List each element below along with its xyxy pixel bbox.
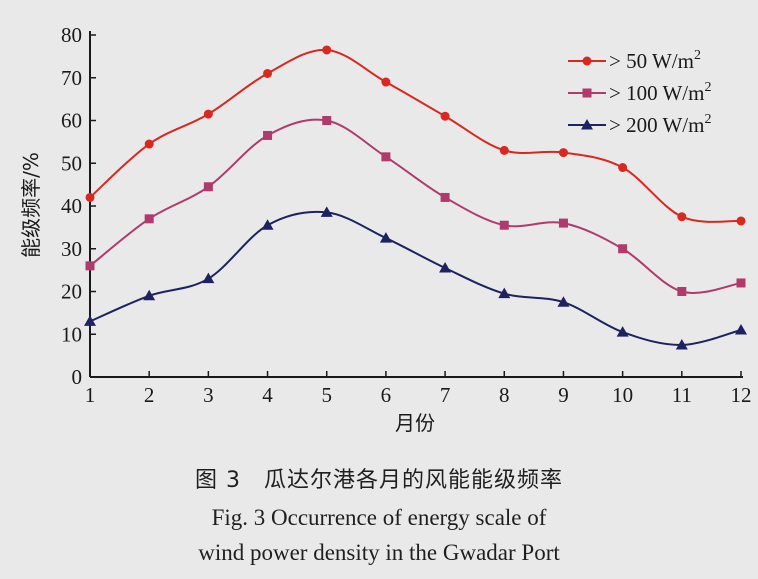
data-point [440,111,450,121]
data-point [261,219,274,230]
y-tick-label: 20 [61,280,82,304]
legend-label-text: > 50 W/m [609,49,694,73]
legend-label: > 200 W/m2 [609,112,711,137]
legend-swatch-marker [582,88,592,98]
x-tick-label: 8 [499,383,510,407]
data-point [440,192,450,202]
data-point [736,278,746,288]
series-1 [85,45,746,226]
data-point [439,261,452,273]
data-point [499,145,509,155]
data-point [203,109,213,119]
y-tick-label: 50 [61,151,82,175]
y-tick-label: 70 [61,66,82,90]
data-point [618,163,628,173]
legend-label-text: > 200 W/m [609,113,704,137]
data-point [84,315,96,326]
data-point [736,216,746,226]
data-point [85,192,95,202]
data-point [381,152,391,162]
x-tick-label: 3 [203,383,214,407]
legend-label: > 50 W/m2 [609,48,701,73]
data-point [735,323,747,335]
data-point [499,220,509,230]
x-tick-label: 5 [321,383,332,407]
legend-label-superscript: 2 [704,112,711,127]
legend-label-superscript: 2 [694,48,701,63]
legend-label: > 100 W/m2 [609,80,711,105]
x-tick-label: 11 [672,383,692,407]
series-line [89,210,742,346]
caption-chinese: 图 3 瓜达尔港各月的风能能级频率 [195,468,563,493]
y-tick-label: 80 [61,23,82,47]
x-tick-label: 1 [85,383,96,407]
data-point [203,182,213,192]
data-point [320,206,333,217]
legend-label-superscript: 2 [704,80,711,95]
y-tick-label: 60 [61,109,82,133]
x-tick-label: 6 [381,383,392,407]
x-tick-label: 10 [612,383,633,407]
legend-swatch-marker [581,119,593,130]
y-tick-label: 40 [61,194,82,218]
data-point [322,116,332,125]
data-point [618,244,628,254]
series-line [89,118,742,294]
x-tick-label: 9 [558,383,569,407]
data-point [144,214,154,224]
data-point [677,287,687,296]
data-point [558,148,568,158]
data-point [498,287,511,299]
caption-english-line2: wind power density in the Gwadar Port [198,540,560,565]
data-point [557,296,570,307]
data-point [616,326,629,337]
legend: > 50 W/m2> 100 W/m2> 200 W/m2 [568,48,711,137]
y-tick-label: 30 [61,237,82,261]
legend-swatch-marker [582,56,592,66]
x-tick-label: 2 [144,383,155,407]
data-point [263,130,273,140]
legend-entry-1: > 50 W/m2 [568,48,701,73]
x-tick-label: 4 [262,383,273,407]
x-axis-label: 月份 [395,411,435,435]
data-point [677,212,687,222]
series-layer [84,45,747,350]
y-tick-label: 0 [72,365,83,389]
data-point [379,232,392,243]
data-point [322,45,332,55]
data-point [558,218,568,228]
data-point [143,289,156,301]
series-2 [85,116,746,296]
data-point [144,139,154,149]
data-point [675,338,688,350]
y-tick-label: 10 [61,322,82,346]
legend-label-text: > 100 W/m [609,81,704,105]
legend-entry-3: > 200 W/m2 [568,112,711,137]
data-point [263,68,273,78]
x-tick-label: 7 [440,383,451,407]
y-axis-label: 能级频率/% [19,152,43,258]
data-point [85,261,95,271]
series-3 [84,206,747,350]
x-tick-label: 12 [731,383,752,407]
data-point [202,272,215,284]
caption-english-line1: Fig. 3 Occurrence of energy scale of [211,505,547,530]
legend-entry-2: > 100 W/m2 [568,80,711,105]
data-point [381,77,391,87]
